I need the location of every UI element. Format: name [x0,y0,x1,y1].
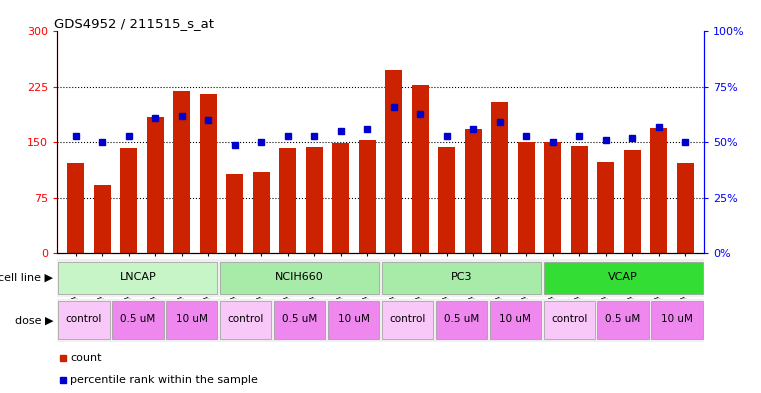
Text: cell line ▶: cell line ▶ [0,273,53,283]
Bar [491,102,508,253]
Text: 0.5 uM: 0.5 uM [606,314,641,325]
Bar [59,262,218,294]
Bar [543,262,702,294]
Bar [597,162,614,253]
Bar [385,70,403,253]
Bar [328,301,379,339]
Text: 10 uM: 10 uM [499,314,531,325]
Bar [543,301,595,339]
Text: control: control [228,314,264,325]
Bar [544,142,562,253]
Bar [274,301,325,339]
Bar [382,301,433,339]
Text: control: control [66,314,102,325]
Bar [517,142,535,253]
Bar [226,174,244,253]
Bar [173,91,190,253]
Bar [382,262,541,294]
Bar [650,128,667,253]
Bar [332,143,349,253]
Bar [489,301,541,339]
Text: control: control [551,314,587,325]
Text: 0.5 uM: 0.5 uM [444,314,479,325]
Bar [624,150,641,253]
Bar [220,301,272,339]
Bar [306,147,323,253]
Bar [279,148,296,253]
Text: VCAP: VCAP [608,272,638,282]
Text: count: count [70,353,102,363]
Bar [412,85,429,253]
Bar [436,301,487,339]
Bar [113,301,164,339]
Text: NCIH660: NCIH660 [275,272,324,282]
Text: 10 uM: 10 uM [338,314,370,325]
Bar [465,129,482,253]
Bar [438,147,455,253]
Bar [358,140,376,253]
Bar [677,163,694,253]
Bar [120,149,137,253]
Bar [199,94,217,253]
Bar [597,301,648,339]
Bar [94,185,111,253]
Bar [147,117,164,253]
Bar [651,301,702,339]
Bar [253,172,270,253]
Text: LNCAP: LNCAP [119,272,156,282]
Bar [571,146,588,253]
Bar [220,262,379,294]
Text: percentile rank within the sample: percentile rank within the sample [70,375,258,385]
Text: PC3: PC3 [451,272,472,282]
Bar [59,301,110,339]
Text: 10 uM: 10 uM [661,314,693,325]
Bar [67,163,84,253]
Text: control: control [390,314,425,325]
Text: GDS4952 / 211515_s_at: GDS4952 / 211515_s_at [54,17,214,30]
Text: 10 uM: 10 uM [176,314,208,325]
Text: 0.5 uM: 0.5 uM [282,314,317,325]
Text: 0.5 uM: 0.5 uM [120,314,155,325]
Bar [166,301,218,339]
Text: dose ▶: dose ▶ [14,315,53,325]
